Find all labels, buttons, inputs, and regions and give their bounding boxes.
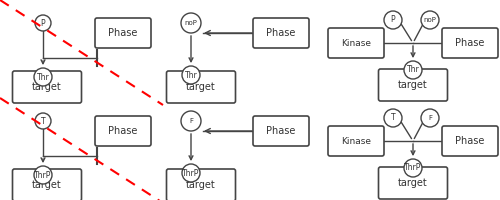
Circle shape <box>35 113 51 129</box>
Text: Phase: Phase <box>108 126 138 136</box>
Text: P: P <box>40 19 46 27</box>
Text: F: F <box>428 115 432 121</box>
Text: target: target <box>398 178 428 188</box>
Text: target: target <box>398 80 428 90</box>
Circle shape <box>182 66 200 84</box>
Text: target: target <box>32 180 62 190</box>
Text: ThrP: ThrP <box>404 164 421 172</box>
Text: T: T <box>390 114 396 122</box>
Circle shape <box>404 159 422 177</box>
Text: F: F <box>189 118 193 124</box>
FancyBboxPatch shape <box>328 28 384 58</box>
FancyBboxPatch shape <box>12 169 82 200</box>
FancyBboxPatch shape <box>253 18 309 48</box>
Circle shape <box>34 166 52 184</box>
Circle shape <box>404 61 422 79</box>
Text: ThrP: ThrP <box>34 170 51 180</box>
Circle shape <box>181 111 201 131</box>
FancyBboxPatch shape <box>95 116 151 146</box>
Text: Phase: Phase <box>456 136 484 146</box>
Text: Phase: Phase <box>266 126 296 136</box>
Text: P: P <box>390 16 396 24</box>
Circle shape <box>181 13 201 33</box>
FancyBboxPatch shape <box>166 71 235 103</box>
Text: Thr: Thr <box>36 72 50 82</box>
Text: noP: noP <box>424 17 436 23</box>
Text: target: target <box>186 82 216 92</box>
Text: Kinase: Kinase <box>341 38 371 47</box>
Text: ThrP: ThrP <box>182 168 200 178</box>
Text: T: T <box>40 116 46 126</box>
Circle shape <box>35 15 51 31</box>
FancyBboxPatch shape <box>253 116 309 146</box>
FancyBboxPatch shape <box>95 18 151 48</box>
Circle shape <box>421 11 439 29</box>
FancyBboxPatch shape <box>378 69 448 101</box>
Text: Thr: Thr <box>406 66 420 74</box>
FancyBboxPatch shape <box>378 167 448 199</box>
Text: noP: noP <box>184 20 198 26</box>
Circle shape <box>384 109 402 127</box>
Circle shape <box>34 68 52 86</box>
FancyBboxPatch shape <box>166 169 235 200</box>
FancyBboxPatch shape <box>442 28 498 58</box>
Text: Phase: Phase <box>266 28 296 38</box>
FancyBboxPatch shape <box>328 126 384 156</box>
Circle shape <box>421 109 439 127</box>
FancyBboxPatch shape <box>442 126 498 156</box>
Text: target: target <box>186 180 216 190</box>
FancyBboxPatch shape <box>12 71 82 103</box>
Text: Thr: Thr <box>184 71 198 79</box>
Text: Phase: Phase <box>456 38 484 48</box>
Circle shape <box>384 11 402 29</box>
Text: Phase: Phase <box>108 28 138 38</box>
Text: target: target <box>32 82 62 92</box>
Circle shape <box>182 164 200 182</box>
Text: Kinase: Kinase <box>341 136 371 146</box>
